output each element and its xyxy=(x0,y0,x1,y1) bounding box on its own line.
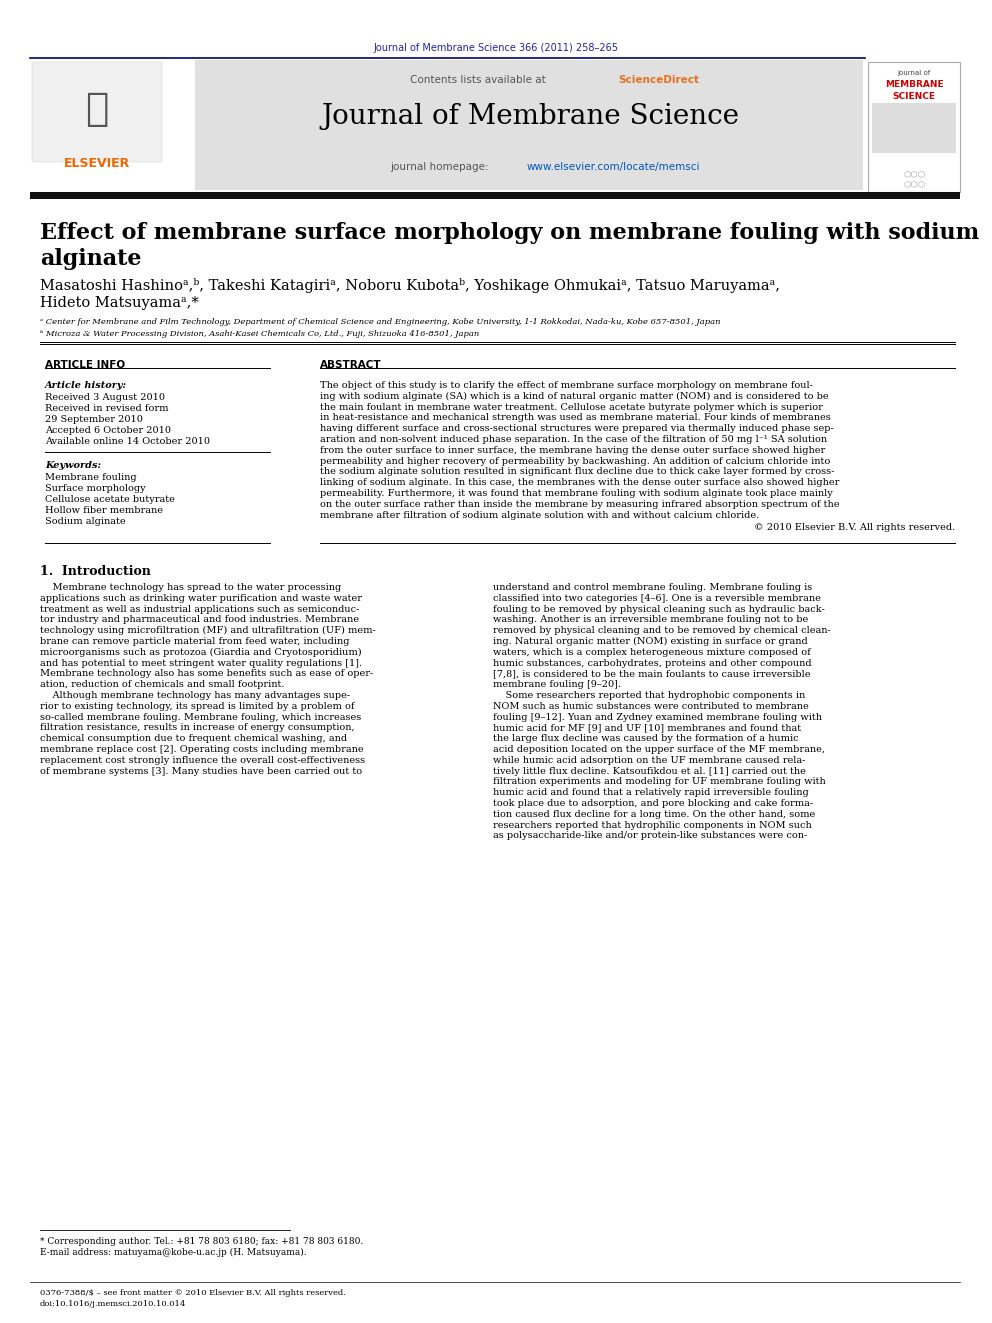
Text: waters, which is a complex heterogeneous mixture composed of: waters, which is a complex heterogeneous… xyxy=(493,648,810,656)
Text: understand and control membrane fouling. Membrane fouling is: understand and control membrane fouling.… xyxy=(493,583,812,591)
Text: aration and non-solvent induced phase separation. In the case of the filtration : aration and non-solvent induced phase se… xyxy=(320,435,827,445)
Text: researchers reported that hydrophilic components in NOM such: researchers reported that hydrophilic co… xyxy=(493,820,811,830)
Text: on the outer surface rather than inside the membrane by measuring infrared absor: on the outer surface rather than inside … xyxy=(320,500,839,509)
Bar xyxy=(30,192,960,198)
Text: ABSTRACT: ABSTRACT xyxy=(320,360,382,370)
Bar xyxy=(872,103,956,153)
Text: Available online 14 October 2010: Available online 14 October 2010 xyxy=(45,437,210,446)
Text: Although membrane technology has many advantages supe-: Although membrane technology has many ad… xyxy=(40,691,350,700)
Text: Hollow fiber membrane: Hollow fiber membrane xyxy=(45,505,163,515)
Bar xyxy=(32,62,162,161)
Text: Received in revised form: Received in revised form xyxy=(45,404,169,413)
Text: membrane replace cost [2]. Operating costs including membrane: membrane replace cost [2]. Operating cos… xyxy=(40,745,364,754)
Text: NOM such as humic substances were contributed to membrane: NOM such as humic substances were contri… xyxy=(493,701,808,710)
Text: humic acid for MF [9] and UF [10] membranes and found that: humic acid for MF [9] and UF [10] membra… xyxy=(493,724,802,733)
Text: of membrane systems [3]. Many studies have been carried out to: of membrane systems [3]. Many studies ha… xyxy=(40,766,362,775)
Text: E-mail address: matuyama@kobe-u.ac.jp (H. Matsuyama).: E-mail address: matuyama@kobe-u.ac.jp (H… xyxy=(40,1248,307,1257)
Text: Keywords:: Keywords: xyxy=(45,460,101,470)
Text: Surface morphology: Surface morphology xyxy=(45,484,146,493)
Text: and has potential to meet stringent water quality regulations [1].: and has potential to meet stringent wate… xyxy=(40,659,362,668)
Bar xyxy=(868,62,960,192)
Text: removed by physical cleaning and to be removed by chemical clean-: removed by physical cleaning and to be r… xyxy=(493,626,830,635)
Text: www.elsevier.com/locate/memsci: www.elsevier.com/locate/memsci xyxy=(527,161,700,172)
Text: as polysaccharide-like and/or protein-like substances were con-: as polysaccharide-like and/or protein-li… xyxy=(493,831,807,840)
Text: Journal of Membrane Science: Journal of Membrane Science xyxy=(321,103,739,130)
Text: washing. Another is an irreversible membrane fouling not to be: washing. Another is an irreversible memb… xyxy=(493,615,808,624)
Text: tion caused flux decline for a long time. On the other hand, some: tion caused flux decline for a long time… xyxy=(493,810,815,819)
Text: filtration experiments and modeling for UF membrane fouling with: filtration experiments and modeling for … xyxy=(493,778,825,786)
Text: MEMBRANE: MEMBRANE xyxy=(885,79,943,89)
Text: chemical consumption due to frequent chemical washing, and: chemical consumption due to frequent che… xyxy=(40,734,347,744)
Text: linking of sodium alginate. In this case, the membranes with the dense outer sur: linking of sodium alginate. In this case… xyxy=(320,478,839,487)
Text: Received 3 August 2010: Received 3 August 2010 xyxy=(45,393,165,402)
Text: the main foulant in membrane water treatment. Cellulose acetate butyrate polymer: the main foulant in membrane water treat… xyxy=(320,402,823,411)
Text: Article history:: Article history: xyxy=(45,381,127,390)
Text: acid deposition located on the upper surface of the MF membrane,: acid deposition located on the upper sur… xyxy=(493,745,825,754)
Text: alginate: alginate xyxy=(40,247,142,270)
Text: ScienceDirect: ScienceDirect xyxy=(618,75,699,85)
Text: 1.  Introduction: 1. Introduction xyxy=(40,565,151,578)
Text: membrane after filtration of sodium alginate solution with and without calcium c: membrane after filtration of sodium algi… xyxy=(320,511,759,520)
Text: brane can remove particle material from feed water, including: brane can remove particle material from … xyxy=(40,636,349,646)
Text: Cellulose acetate butyrate: Cellulose acetate butyrate xyxy=(45,495,175,504)
Text: the large flux decline was caused by the formation of a humic: the large flux decline was caused by the… xyxy=(493,734,799,744)
Text: filtration resistance, results in increase of energy consumption,: filtration resistance, results in increa… xyxy=(40,724,354,733)
Text: membrane fouling [9–20].: membrane fouling [9–20]. xyxy=(493,680,621,689)
Text: treatment as well as industrial applications such as semiconduc-: treatment as well as industrial applicat… xyxy=(40,605,359,614)
Text: doi:10.1016/j.memsci.2010.10.014: doi:10.1016/j.memsci.2010.10.014 xyxy=(40,1301,186,1308)
Text: humic substances, carbohydrates, proteins and other compound: humic substances, carbohydrates, protein… xyxy=(493,659,811,668)
Text: Sodium alginate: Sodium alginate xyxy=(45,517,126,527)
Text: tor industry and pharmaceutical and food industries. Membrane: tor industry and pharmaceutical and food… xyxy=(40,615,359,624)
Text: 29 September 2010: 29 September 2010 xyxy=(45,415,143,423)
Text: microorganisms such as protozoa (Giardia and Cryotosporidium): microorganisms such as protozoa (Giardia… xyxy=(40,648,362,658)
Text: in heat-resistance and mechanical strength was used as membrane material. Four k: in heat-resistance and mechanical streng… xyxy=(320,413,830,422)
Text: fouling to be removed by physical cleaning such as hydraulic back-: fouling to be removed by physical cleani… xyxy=(493,605,824,614)
Text: Masatoshi Hashinoᵃ,ᵇ, Takeshi Katagiriᵃ, Noboru Kubotaᵇ, Yoshikage Ohmukaiᵃ, Tat: Masatoshi Hashinoᵃ,ᵇ, Takeshi Katagiriᵃ,… xyxy=(40,278,780,292)
Text: Journal of Membrane Science 366 (2011) 258–265: Journal of Membrane Science 366 (2011) 2… xyxy=(374,44,618,53)
Text: SCIENCE: SCIENCE xyxy=(893,93,935,101)
Text: Hideto Matsuyamaᵃ,*: Hideto Matsuyamaᵃ,* xyxy=(40,296,198,310)
Text: Membrane technology also has some benefits such as ease of oper-: Membrane technology also has some benefi… xyxy=(40,669,373,679)
Text: tively little flux decline. Katsoufikdou et al. [11] carried out the: tively little flux decline. Katsoufikdou… xyxy=(493,766,806,775)
Text: fouling [9–12]. Yuan and Zydney examined membrane fouling with: fouling [9–12]. Yuan and Zydney examined… xyxy=(493,713,822,721)
Text: * Corresponding author. Tel.: +81 78 803 6180; fax: +81 78 803 6180.: * Corresponding author. Tel.: +81 78 803… xyxy=(40,1237,363,1246)
Text: took place due to adsorption, and pore blocking and cake forma-: took place due to adsorption, and pore b… xyxy=(493,799,813,808)
Text: [7,8], is considered to be the main foulants to cause irreversible: [7,8], is considered to be the main foul… xyxy=(493,669,810,679)
Text: Membrane technology has spread to the water processing: Membrane technology has spread to the wa… xyxy=(40,583,341,591)
Text: ation, reduction of chemicals and small footprint.: ation, reduction of chemicals and small … xyxy=(40,680,285,689)
Text: classified into two categories [4–6]. One is a reversible membrane: classified into two categories [4–6]. On… xyxy=(493,594,820,603)
Text: humic acid and found that a relatively rapid irreversible fouling: humic acid and found that a relatively r… xyxy=(493,789,808,798)
Text: rior to existing technology, its spread is limited by a problem of: rior to existing technology, its spread … xyxy=(40,701,354,710)
Text: Membrane fouling: Membrane fouling xyxy=(45,474,137,482)
Text: technology using microfiltration (MF) and ultrafiltration (UF) mem-: technology using microfiltration (MF) an… xyxy=(40,626,376,635)
Text: having different surface and cross-sectional structures were prepared via therma: having different surface and cross-secti… xyxy=(320,425,833,433)
Text: applications such as drinking water purification and waste water: applications such as drinking water puri… xyxy=(40,594,362,603)
Text: The object of this study is to clarify the effect of membrane surface morphology: The object of this study is to clarify t… xyxy=(320,381,812,390)
Text: Some researchers reported that hydrophobic components in: Some researchers reported that hydrophob… xyxy=(493,691,806,700)
Text: ing. Natural organic matter (NOM) existing in surface or grand: ing. Natural organic matter (NOM) existi… xyxy=(493,636,807,646)
Text: ᵇ Microza & Water Processing Division, Asahi-Kasei Chemicals Co, Ltd., Fuji, Shi: ᵇ Microza & Water Processing Division, A… xyxy=(40,329,479,337)
Text: journal homepage:: journal homepage: xyxy=(390,161,492,172)
Text: ARTICLE INFO: ARTICLE INFO xyxy=(45,360,125,370)
Text: from the outer surface to inner surface, the membrane having the dense outer sur: from the outer surface to inner surface,… xyxy=(320,446,825,455)
Text: ⬡⬡⬡
⬡⬡⬡: ⬡⬡⬡ ⬡⬡⬡ xyxy=(903,169,926,189)
Text: while humic acid adsorption on the UF membrane caused rela-: while humic acid adsorption on the UF me… xyxy=(493,755,806,765)
Text: ELSEVIER: ELSEVIER xyxy=(63,157,130,169)
Text: permeability and higher recovery of permeability by backwashing. An addition of : permeability and higher recovery of perm… xyxy=(320,456,830,466)
Text: the sodium alginate solution resulted in significant flux decline due to thick c: the sodium alginate solution resulted in… xyxy=(320,467,834,476)
Text: Contents lists available at: Contents lists available at xyxy=(410,75,549,85)
Text: ᵃ Center for Membrane and Film Technology, Department of Chemical Science and En: ᵃ Center for Membrane and Film Technolog… xyxy=(40,318,720,325)
Text: so-called membrane fouling. Membrane fouling, which increases: so-called membrane fouling. Membrane fou… xyxy=(40,713,361,721)
Text: 🌳: 🌳 xyxy=(85,90,109,128)
Text: Effect of membrane surface morphology on membrane fouling with sodium: Effect of membrane surface morphology on… xyxy=(40,222,979,243)
Text: © 2010 Elsevier B.V. All rights reserved.: © 2010 Elsevier B.V. All rights reserved… xyxy=(754,524,955,532)
Text: permeability. Furthermore, it was found that membrane fouling with sodium algina: permeability. Furthermore, it was found … xyxy=(320,490,832,497)
Text: 0376-7388/$ – see front matter © 2010 Elsevier B.V. All rights reserved.: 0376-7388/$ – see front matter © 2010 El… xyxy=(40,1289,346,1297)
Bar xyxy=(195,60,863,191)
Text: Accepted 6 October 2010: Accepted 6 October 2010 xyxy=(45,426,171,435)
Text: ing with sodium alginate (SA) which is a kind of natural organic matter (NOM) an: ing with sodium alginate (SA) which is a… xyxy=(320,392,828,401)
Text: replacement cost strongly influence the overall cost-effectiveness: replacement cost strongly influence the … xyxy=(40,755,365,765)
Text: journal of: journal of xyxy=(898,70,930,75)
